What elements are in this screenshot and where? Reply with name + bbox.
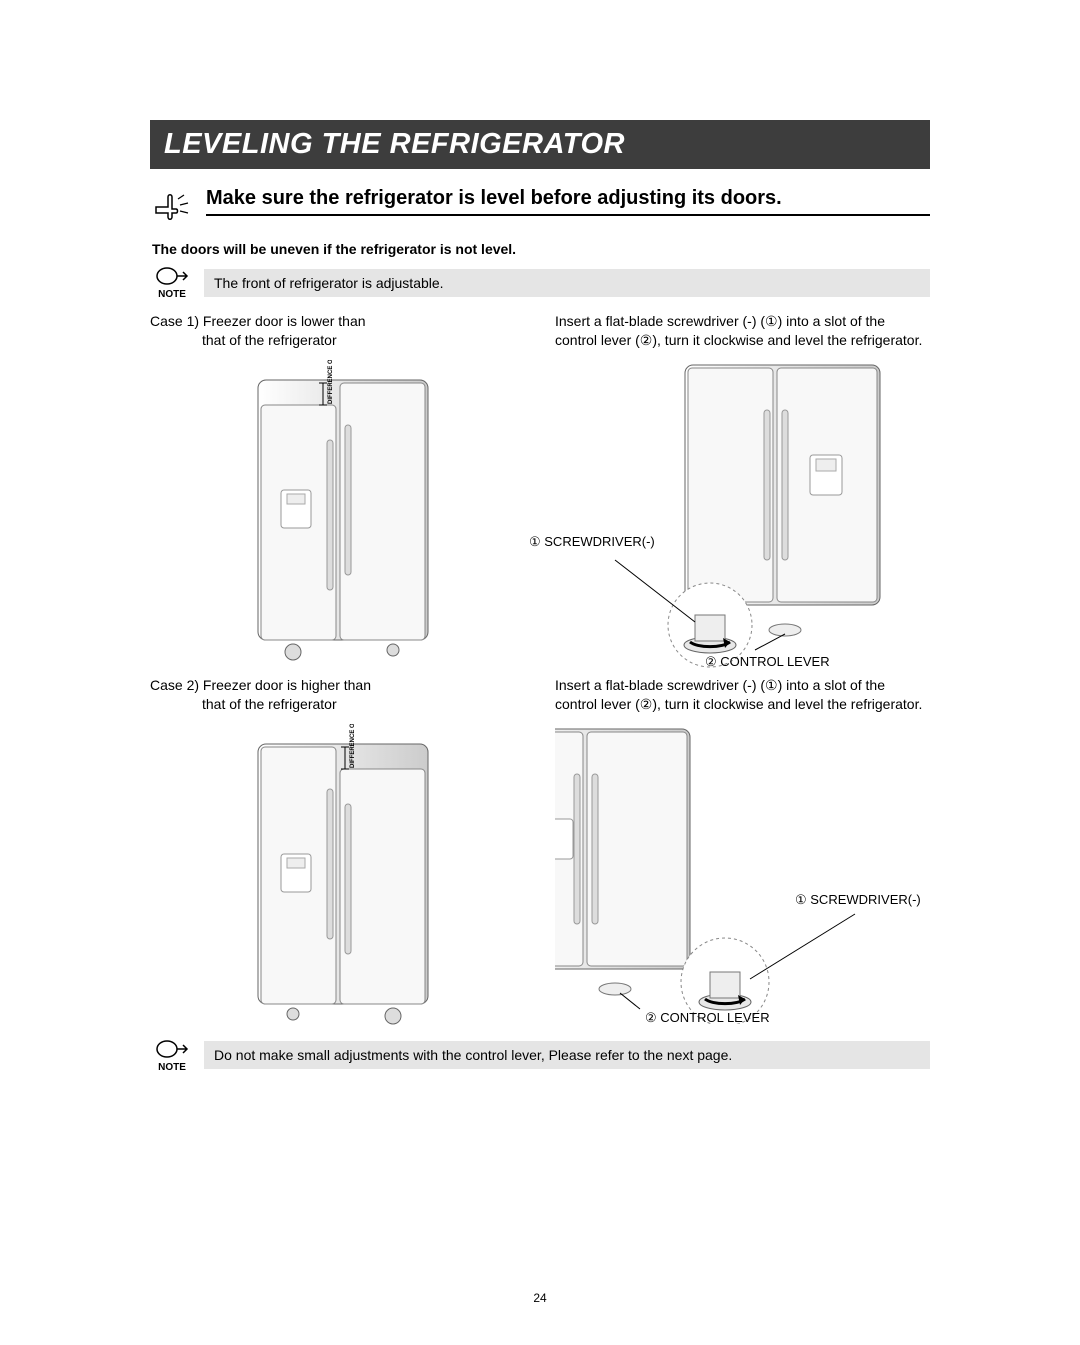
note-icon: [155, 265, 189, 287]
case1-line1: Case 1) Freezer door is lower than: [150, 313, 366, 329]
heading-underline: [206, 214, 930, 216]
case1-right-text: Insert a flat-blade screwdriver (-) (①) …: [555, 312, 930, 350]
case1-left-text: Case 1) Freezer door is lower than that …: [150, 312, 525, 350]
case2-right-text: Insert a flat-blade screwdriver (-) (①) …: [555, 676, 930, 714]
svg-text:DIFFERENCE OF HEIGHT: DIFFERENCE OF HEIGHT: [350, 724, 356, 768]
section-title: LEVELING THE REFRIGERATOR: [150, 120, 930, 169]
control-lever-label-2: ② CONTROL LEVER: [645, 1010, 770, 1026]
fridge-case1-left-icon: DIFFERENCE OF HEIGHT: [223, 360, 453, 670]
heading-row: Make sure the refrigerator is level befo…: [150, 187, 930, 227]
intro-bold: The doors will be uneven if the refriger…: [152, 241, 930, 257]
case2-line2: that of the refrigerator: [150, 695, 525, 714]
pointing-hand-icon: [150, 187, 194, 227]
fridge-case2-left-icon: DIFFERENCE OF HEIGHT: [223, 724, 453, 1034]
note-row-1: NOTE The front of refrigerator is adjust…: [150, 265, 930, 300]
diff-height-label: DIFFERENCE OF HEIGHT: [328, 360, 334, 404]
case2-left-text: Case 2) Freezer door is higher than that…: [150, 676, 525, 714]
screwdriver-label-2: ① SCREWDRIVER(-): [795, 892, 921, 908]
fridge-case2-right-icon: [555, 724, 925, 1024]
note-text-1: The front of refrigerator is adjustable.: [204, 269, 930, 297]
note-label: NOTE: [150, 1063, 194, 1073]
case1-grid: Case 1) Freezer door is lower than that …: [150, 312, 930, 670]
page-number: 24: [0, 1291, 1080, 1305]
note-icon: [155, 1038, 189, 1060]
case2-grid: Case 2) Freezer door is higher than that…: [150, 676, 930, 1034]
heading-text: Make sure the refrigerator is level befo…: [206, 187, 930, 210]
screwdriver-label-1: ① SCREWDRIVER(-): [529, 534, 655, 550]
note-row-2: NOTE Do not make small adjustments with …: [150, 1038, 930, 1073]
note-text-2: Do not make small adjustments with the c…: [204, 1041, 930, 1069]
case1-line2: that of the refrigerator: [150, 331, 525, 350]
fridge-case1-right-icon: [555, 360, 895, 670]
case2-line1: Case 2) Freezer door is higher than: [150, 677, 371, 693]
note-label: NOTE: [150, 290, 194, 300]
control-lever-label-1: ② CONTROL LEVER: [705, 654, 830, 670]
